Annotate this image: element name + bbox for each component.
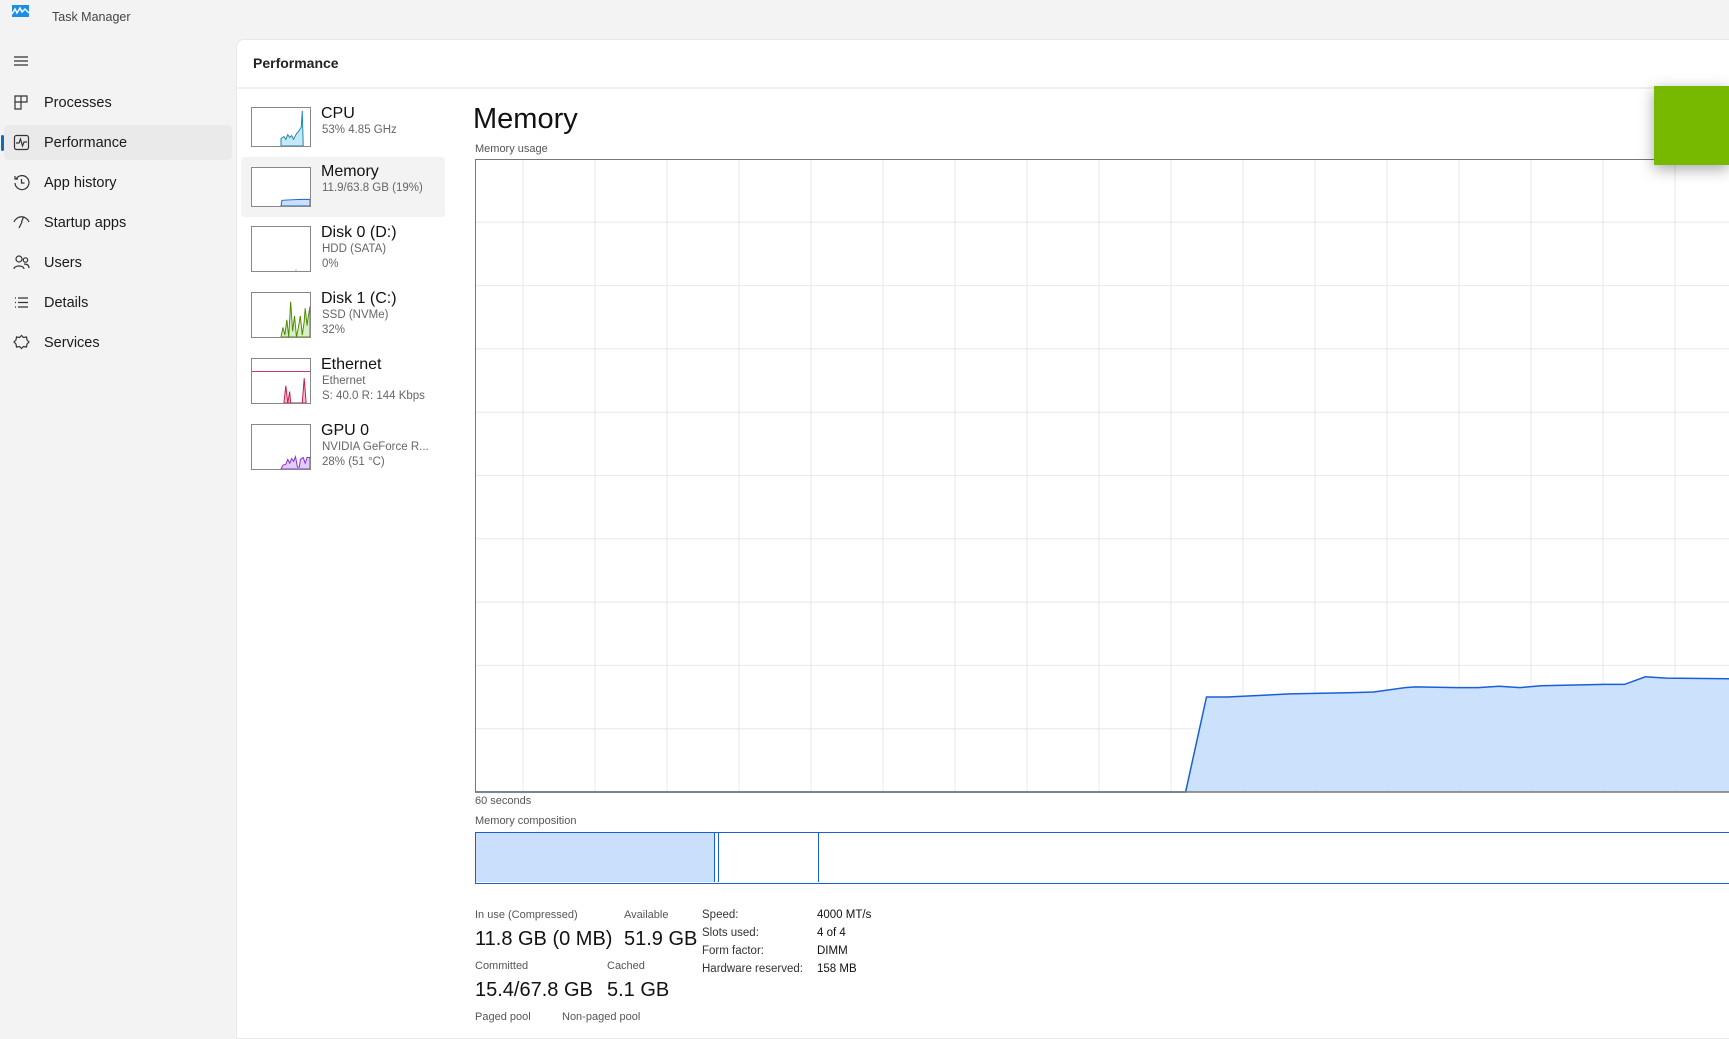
header-divider <box>237 87 1729 89</box>
detail-label: Hardware reserved: <box>702 963 803 975</box>
in-use-value: 11.8 GB (0 MB) <box>475 928 612 951</box>
sidebar-item-label: Startup apps <box>44 215 126 231</box>
sidebar-item-services[interactable]: Services <box>4 325 232 360</box>
memory-heading: Memory <box>473 103 578 136</box>
sidebar-item-label: Services <box>44 335 100 351</box>
resource-detail: SSD (NVMe) <box>322 308 388 323</box>
memory-thumbnail-graph <box>251 167 311 207</box>
resource-name: GPU 0 <box>321 422 369 440</box>
menu-icon[interactable] <box>12 54 30 68</box>
resource-name: Memory <box>321 163 379 181</box>
gpu-thumbnail-graph <box>251 424 311 470</box>
sidebar-item-label: Users <box>44 255 82 271</box>
detail-value: 4 of 4 <box>817 927 846 939</box>
task-manager-logo-icon <box>12 5 29 17</box>
detail-label: Slots used: <box>702 927 759 939</box>
startup-apps-icon <box>13 214 30 231</box>
available-label: Available <box>624 909 668 921</box>
overlay-widget[interactable] <box>1654 86 1729 165</box>
sidebar-item-label: Details <box>44 295 88 311</box>
performance-icon <box>13 134 30 151</box>
sidebar-item-label: Performance <box>44 135 127 151</box>
available-value: 51.9 GB <box>624 928 697 951</box>
composition-in-use <box>476 833 715 882</box>
window-title: Task Manager <box>52 10 131 24</box>
cached-value: 5.1 GB <box>607 979 669 1002</box>
resource-name: Ethernet <box>321 356 381 374</box>
resource-throughput: S: 40.0 R: 144 Kbps <box>322 389 425 404</box>
resource-memory[interactable]: Memory 11.9/63.8 GB (19%) <box>241 157 445 217</box>
cpu-thumbnail-graph <box>251 107 311 147</box>
resource-disk-0[interactable]: Disk 0 (D:) HDD (SATA) 0% <box>241 220 445 280</box>
committed-value: 15.4/67.8 GB <box>475 979 593 1002</box>
app-history-icon <box>13 174 30 191</box>
disk0-thumbnail-graph <box>251 226 311 272</box>
resource-usage: 28% (51 °C) <box>322 455 385 470</box>
resource-detail: HDD (SATA) <box>322 242 386 257</box>
page-title: Performance <box>253 55 339 71</box>
memory-usage-chart <box>475 159 1729 793</box>
sidebar-item-label: App history <box>44 175 117 191</box>
sidebar-item-performance[interactable]: Performance <box>4 125 232 160</box>
paged-pool-label: Paged pool <box>475 1011 531 1023</box>
ethernet-thumbnail-graph <box>251 358 311 404</box>
memory-composition-label: Memory composition <box>475 815 576 827</box>
resource-detail: NVIDIA GeForce R... <box>322 440 429 455</box>
disk1-thumbnail-graph <box>251 292 311 338</box>
users-icon <box>13 254 30 271</box>
details-icon <box>13 294 30 311</box>
resource-detail: 53% 4.85 GHz <box>322 123 397 138</box>
resource-disk-1[interactable]: Disk 1 (C:) SSD (NVMe) 32% <box>241 286 445 346</box>
resource-detail: Ethernet <box>322 374 365 389</box>
resource-detail: 11.9/63.8 GB (19%) <box>322 181 423 196</box>
processes-icon <box>13 94 30 111</box>
detail-value: 4000 MT/s <box>817 909 871 921</box>
resource-gpu-0[interactable]: GPU 0 NVIDIA GeForce R... 28% (51 °C) <box>241 418 445 478</box>
detail-value: 158 MB <box>817 963 857 975</box>
resource-name: CPU <box>321 105 355 123</box>
resource-cpu[interactable]: CPU 53% 4.85 GHz <box>241 99 445 159</box>
resource-name: Disk 0 (D:) <box>321 224 397 242</box>
memory-usage-label: Memory usage <box>475 143 548 155</box>
time-span-label: 60 seconds <box>475 795 531 807</box>
memory-composition-bar <box>475 832 1729 884</box>
services-icon <box>13 334 30 351</box>
memory-usage-area <box>475 677 1729 792</box>
sidebar-item-app-history[interactable]: App history <box>4 165 232 200</box>
cached-label: Cached <box>607 960 645 972</box>
composition-standby <box>719 833 820 882</box>
sidebar-item-processes[interactable]: Processes <box>4 85 232 120</box>
non-paged-pool-label: Non-paged pool <box>562 1011 640 1023</box>
in-use-label: In use (Compressed) <box>475 909 578 921</box>
detail-label: Form factor: <box>702 945 764 957</box>
resource-usage: 0% <box>322 257 339 272</box>
resource-name: Disk 1 (C:) <box>321 290 397 308</box>
detail-label: Speed: <box>702 909 738 921</box>
sidebar-item-startup-apps[interactable]: Startup apps <box>4 205 232 240</box>
detail-value: DIMM <box>817 945 848 957</box>
resource-usage: 32% <box>322 323 345 338</box>
sidebar-item-users[interactable]: Users <box>4 245 232 280</box>
resource-ethernet[interactable]: Ethernet Ethernet S: 40.0 R: 144 Kbps <box>241 352 445 412</box>
committed-label: Committed <box>475 960 528 972</box>
sidebar-item-details[interactable]: Details <box>4 285 232 320</box>
sidebar-item-label: Processes <box>44 95 112 111</box>
